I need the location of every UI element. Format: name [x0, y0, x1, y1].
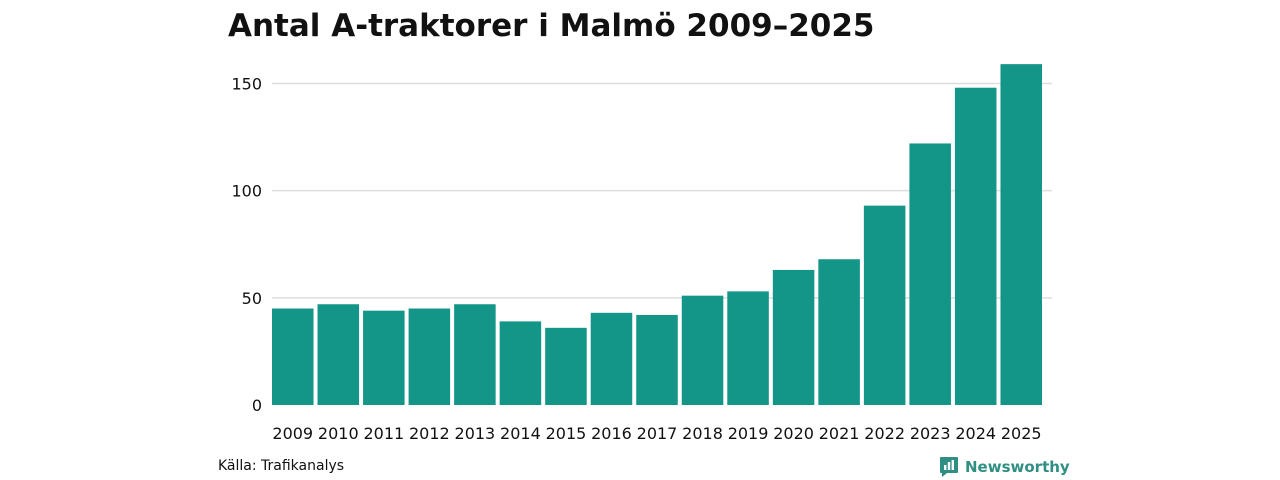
y-tick-label: 50	[242, 289, 262, 308]
x-tick-label: 2019	[728, 424, 769, 443]
x-tick-label: 2013	[455, 424, 496, 443]
x-tick-label: 2024	[955, 424, 996, 443]
bar-2024	[954, 87, 997, 405]
y-tick-label: 150	[231, 74, 262, 93]
brand-logo[interactable]: Newsworthy	[939, 456, 1070, 478]
bar-2011	[363, 310, 405, 405]
bar-2019	[727, 291, 769, 405]
bar-chart-speech-bubble-icon	[940, 457, 958, 477]
bar-2010	[317, 304, 360, 405]
x-tick-label: 2022	[864, 424, 905, 443]
x-tick-label: 2009	[272, 424, 313, 443]
x-tick-label: 2012	[409, 424, 450, 443]
x-tick-label: 2017	[637, 424, 678, 443]
bar-2009	[272, 308, 314, 405]
bar-2017	[636, 314, 678, 405]
bars	[272, 64, 1042, 405]
y-tick-label: 100	[231, 182, 262, 201]
chart-title: Antal A-traktorer i Malmö 2009–2025	[228, 8, 875, 44]
y-axis-ticks: 0 50 100 150	[231, 74, 262, 415]
bar-2021	[818, 259, 860, 405]
bar-2023	[909, 143, 951, 405]
source-note: Källa: Trafikanalys	[218, 458, 345, 474]
x-tick-label: 2021	[819, 424, 860, 443]
bar-2014	[499, 321, 542, 405]
bar-2022	[863, 205, 906, 405]
brand-name: Newsworthy	[965, 458, 1070, 476]
x-tick-label: 2011	[363, 424, 404, 443]
bar-2025	[1000, 64, 1042, 405]
bar-2015	[545, 327, 587, 405]
x-tick-label: 2010	[318, 424, 359, 443]
x-tick-label: 2023	[910, 424, 951, 443]
bar-2012	[408, 308, 451, 405]
bar-2016	[590, 312, 633, 405]
x-tick-label: 2015	[546, 424, 587, 443]
x-tick-label: 2016	[591, 424, 632, 443]
bar-2013	[454, 304, 496, 405]
y-tick-label: 0	[252, 396, 262, 415]
bar-2018	[681, 295, 724, 405]
x-tick-label: 2020	[773, 424, 814, 443]
x-tick-label: 2014	[500, 424, 541, 443]
x-tick-label: 2018	[682, 424, 723, 443]
x-axis-ticks: 2009 2010 2011 2012 2013 2014 2015 2016 2017 2018…	[272, 424, 1041, 443]
x-tick-label: 2025	[1001, 424, 1042, 443]
bar-2020	[772, 269, 815, 405]
